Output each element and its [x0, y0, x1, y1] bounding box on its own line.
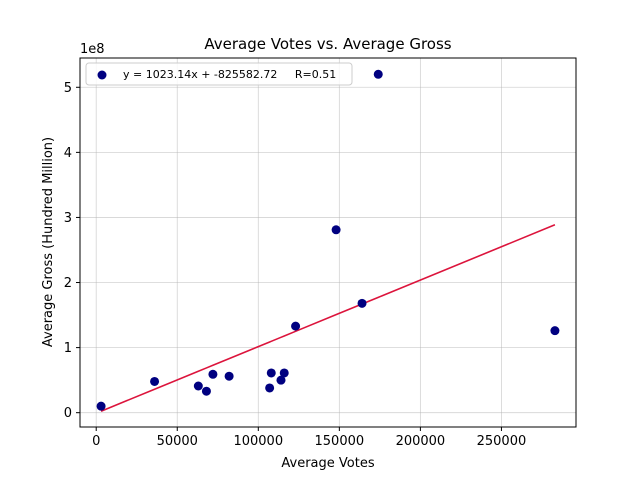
y-tick-label: 5	[64, 81, 72, 96]
x-tick-label: 250000	[477, 434, 527, 449]
y-tick-label: 0	[64, 406, 72, 421]
x-tick-label: 150000	[315, 434, 365, 449]
data-point	[208, 369, 218, 379]
data-point	[96, 401, 106, 411]
y-tick-label: 4	[64, 146, 72, 161]
data-point	[224, 371, 234, 381]
legend-box	[85, 62, 353, 86]
data-point	[265, 383, 275, 393]
y-tick-label: 2	[64, 276, 72, 291]
data-point	[279, 368, 289, 378]
chart-title: Average Votes vs. Average Gross	[204, 35, 451, 53]
y-axis-ticks: 0 1 2 3 4 5	[64, 81, 80, 421]
x-axis-ticks: 0 50000 100000 150000 200000 250000	[92, 427, 526, 449]
plot-area-frame	[79, 57, 577, 428]
data-point	[201, 386, 211, 396]
x-axis-label: Average Votes	[281, 456, 374, 471]
scatter-points	[96, 69, 560, 411]
x-tick-label: 100000	[233, 434, 283, 449]
x-tick-label: 0	[92, 434, 100, 449]
data-point	[373, 69, 383, 79]
legend-marker	[97, 70, 107, 80]
y-tick-label: 1	[64, 341, 72, 356]
grid-lines	[80, 58, 576, 427]
data-point	[291, 321, 301, 331]
trend-line-layer	[100, 224, 556, 412]
data-point	[357, 298, 367, 308]
data-point	[150, 376, 160, 386]
data-point	[276, 375, 286, 385]
data-point	[193, 381, 203, 391]
y-axis-label: Average Gross (Hundred Million)	[41, 137, 56, 347]
y-tick-label: 3	[64, 211, 72, 226]
x-tick-label: 200000	[396, 434, 446, 449]
data-point	[331, 225, 341, 235]
regression-line	[100, 224, 556, 412]
data-point	[266, 368, 276, 378]
legend-label: y = 1023.14x + -825582.72 R=0.51	[123, 68, 336, 81]
data-point	[550, 326, 560, 336]
x-tick-label: 50000	[157, 434, 198, 449]
legend: y = 1023.14x + -825582.72 R=0.51	[85, 62, 353, 86]
y-axis-offset-text: 1e8	[80, 42, 105, 57]
